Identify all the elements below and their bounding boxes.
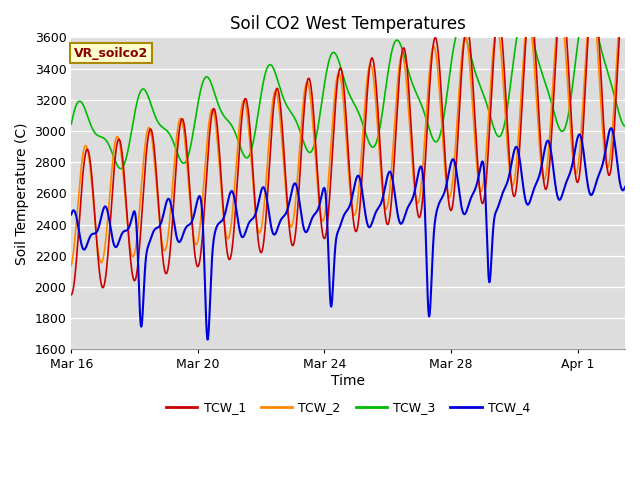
TCW_1 <box>96 270 104 276</box>
TCW_3 <box>337 65 345 71</box>
Line: TCW_3: TCW_3 <box>71 3 625 168</box>
Line: TCW_4: TCW_4 <box>71 128 625 340</box>
TCW_4 <box>607 125 615 131</box>
TCW_3 <box>605 75 613 81</box>
TCW_4 <box>621 184 629 190</box>
TCW_2 <box>322 205 330 211</box>
TCW_4 <box>504 179 511 184</box>
TCW_1 <box>504 120 511 126</box>
TCW_3 <box>67 121 75 127</box>
TCW_4 <box>204 337 211 343</box>
TCW_3 <box>96 133 104 139</box>
TCW_3 <box>323 72 330 77</box>
Y-axis label: Soil Temperature (C): Soil Temperature (C) <box>15 122 29 264</box>
TCW_3 <box>504 103 511 109</box>
TCW_4 <box>605 129 613 134</box>
X-axis label: Time: Time <box>331 374 365 388</box>
Line: TCW_2: TCW_2 <box>71 0 625 265</box>
TCW_2 <box>504 142 511 147</box>
TCW_3 <box>584 0 591 6</box>
Legend: TCW_1, TCW_2, TCW_3, TCW_4: TCW_1, TCW_2, TCW_3, TCW_4 <box>161 396 535 419</box>
TCW_2 <box>67 263 75 268</box>
TCW_3 <box>605 74 613 80</box>
TCW_3 <box>116 166 124 171</box>
TCW_1 <box>322 232 330 238</box>
TCW_4 <box>67 212 75 217</box>
TCW_2 <box>96 256 104 262</box>
Text: VR_soilco2: VR_soilco2 <box>74 47 148 60</box>
TCW_1 <box>67 292 75 298</box>
TCW_2 <box>605 163 612 168</box>
TCW_4 <box>96 221 104 227</box>
TCW_1 <box>337 65 344 71</box>
TCW_4 <box>337 221 345 227</box>
TCW_3 <box>621 123 629 129</box>
TCW_1 <box>605 172 612 178</box>
TCW_2 <box>605 162 612 168</box>
TCW_1 <box>605 172 612 178</box>
TCW_4 <box>605 130 612 136</box>
Line: TCW_1: TCW_1 <box>71 0 625 295</box>
TCW_2 <box>337 75 344 81</box>
TCW_4 <box>323 197 330 203</box>
Title: Soil CO2 West Temperatures: Soil CO2 West Temperatures <box>230 15 466 33</box>
